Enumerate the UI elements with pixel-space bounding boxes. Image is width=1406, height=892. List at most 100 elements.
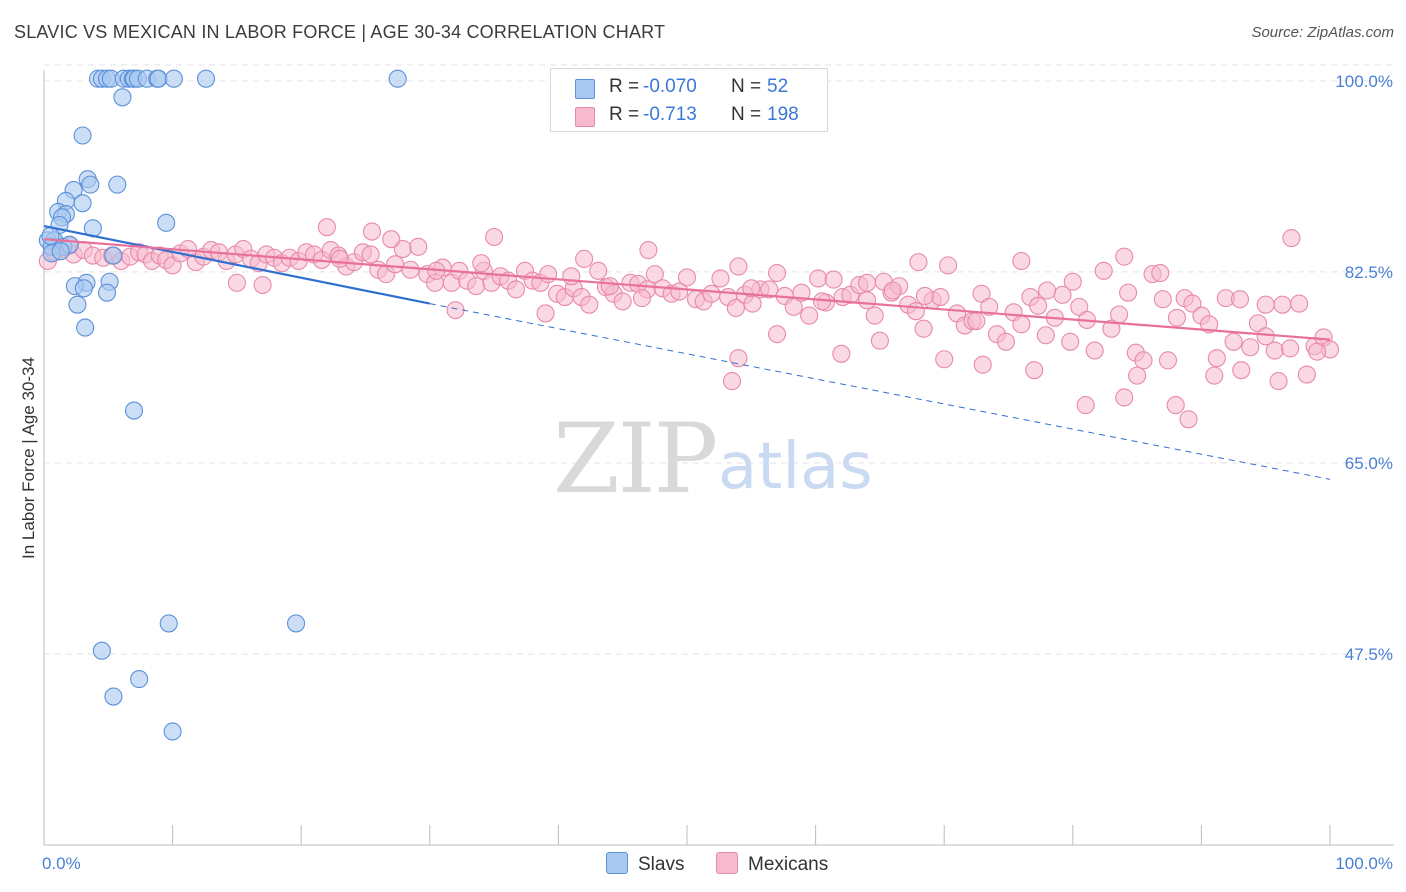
mexicans-point [253, 275, 272, 295]
mexicans-point [973, 355, 992, 374]
mexicans-point [1029, 296, 1048, 315]
legend-n-value: 52 [767, 76, 789, 97]
mexicans-point [980, 297, 999, 316]
mexicans-point [382, 230, 401, 249]
mexicans-point [865, 306, 884, 325]
slavs-point [196, 69, 216, 88]
slavs-trend-line [43, 225, 431, 305]
mexicans-point [1281, 339, 1300, 358]
mexicans-point [1102, 319, 1121, 338]
mexicans-point [1151, 263, 1170, 283]
mexicans-point [1038, 281, 1057, 300]
source-label: Source: ZipAtlas.com [1251, 24, 1394, 41]
mexicans-point [1230, 290, 1250, 309]
mexicans-point [536, 304, 555, 323]
trend-lines [43, 225, 1331, 480]
mexicans-point [589, 261, 608, 280]
mexicans-point [1224, 332, 1243, 351]
mexicans-point [1282, 229, 1301, 248]
watermark-zip: ZIP [553, 403, 716, 515]
mexicans-point [824, 270, 843, 289]
mexicans-point [1158, 351, 1178, 370]
mexicans-point [1012, 315, 1031, 334]
slavs-legend-label: Slavs [638, 854, 685, 875]
slavs-point [287, 614, 306, 633]
slavs-point [164, 69, 183, 88]
watermark: ZIP atlas [553, 403, 873, 515]
mexicans-trend-line [43, 238, 1331, 341]
mexicans-point [883, 281, 902, 300]
mexicans-point [1183, 294, 1202, 313]
slavs-point [76, 318, 95, 337]
mexicans-point [362, 222, 381, 241]
legend-n-value: 198 [767, 104, 799, 125]
mexicans-legend-label: Mexicans [748, 854, 829, 875]
mexicans-point [1308, 342, 1327, 361]
legend-r-label: R = [609, 76, 640, 97]
mexicans-point [639, 241, 658, 260]
mexicans-point [1119, 283, 1138, 302]
mexicans-points [38, 218, 1340, 429]
mexicans-point [1012, 251, 1031, 271]
slavs-point [73, 194, 92, 213]
x-tick-label-min: 0.0% [42, 854, 81, 873]
mexicans-point [1128, 366, 1147, 385]
slavs-point [74, 279, 93, 298]
mexicans-point [1110, 305, 1129, 324]
mexicans-point [1025, 361, 1044, 380]
mexicans-point [711, 269, 730, 288]
slavs-legend-swatch [606, 852, 628, 874]
mexicans-point [939, 256, 958, 275]
y-axis-title: In Labor Force | Age 30-34 [19, 357, 38, 559]
mexicans-legend-swatch [716, 852, 738, 874]
mexicans-point [935, 350, 954, 369]
mexicans-point [361, 245, 380, 264]
bottom-legend-mexicans: Mexicans [716, 852, 828, 876]
legend-r-value: -0.713 [643, 104, 697, 125]
mexicans-point [1205, 366, 1224, 385]
slavs-point [108, 175, 127, 194]
slavs-point [159, 614, 178, 633]
x-tick-label-max: 100.0% [1335, 854, 1393, 873]
mexicans-point [996, 332, 1015, 351]
mexicans-point [729, 257, 748, 276]
slavs-point [163, 722, 182, 741]
mexicans-point [677, 268, 697, 287]
mexicans-point [931, 287, 950, 307]
mexicans-point [857, 273, 877, 292]
mexicans-point [809, 269, 828, 288]
slavs-point [68, 295, 87, 314]
mexicans-point [1200, 315, 1219, 334]
mexicans-point [742, 279, 761, 298]
mexicans-point [467, 277, 486, 296]
mexicans-point [580, 295, 599, 314]
mexicans-point [1061, 332, 1080, 351]
mexicans-point [1076, 396, 1095, 415]
mexicans-point [726, 298, 745, 318]
slavs-point [51, 242, 70, 261]
slavs-point [130, 670, 149, 689]
mexicans-point [1232, 361, 1251, 380]
mexicans-point [915, 286, 934, 306]
slavs-trend-extension [429, 303, 1331, 480]
legend-row-mexicans: R = -0.713 N = 198 [551, 101, 827, 129]
y-tick-label: 82.5% [1345, 263, 1393, 282]
slavs-point [157, 213, 176, 232]
y-tick-labels: 100.0% 82.5% 65.0% 47.5% [1335, 72, 1393, 664]
slavs-point [104, 246, 123, 265]
legend-r-label: R = [609, 104, 640, 125]
mexicans-point [1241, 338, 1260, 357]
y-tick-label: 65.0% [1345, 454, 1393, 473]
legend-r-value: -0.070 [643, 76, 697, 97]
mexicans-point [409, 237, 428, 256]
y-tick-label: 100.0% [1335, 72, 1393, 91]
mexicans-point [1094, 261, 1113, 280]
mexicans-point [800, 306, 819, 325]
mexicans-point [967, 312, 986, 331]
legend-row-slavs: R = -0.070 N = 52 [551, 73, 827, 101]
mexicans-point [1167, 308, 1187, 327]
mexicans-point [767, 325, 787, 344]
mexicans-point [1166, 396, 1185, 415]
mexicans-swatch [575, 107, 595, 127]
mexicans-point [330, 249, 349, 268]
